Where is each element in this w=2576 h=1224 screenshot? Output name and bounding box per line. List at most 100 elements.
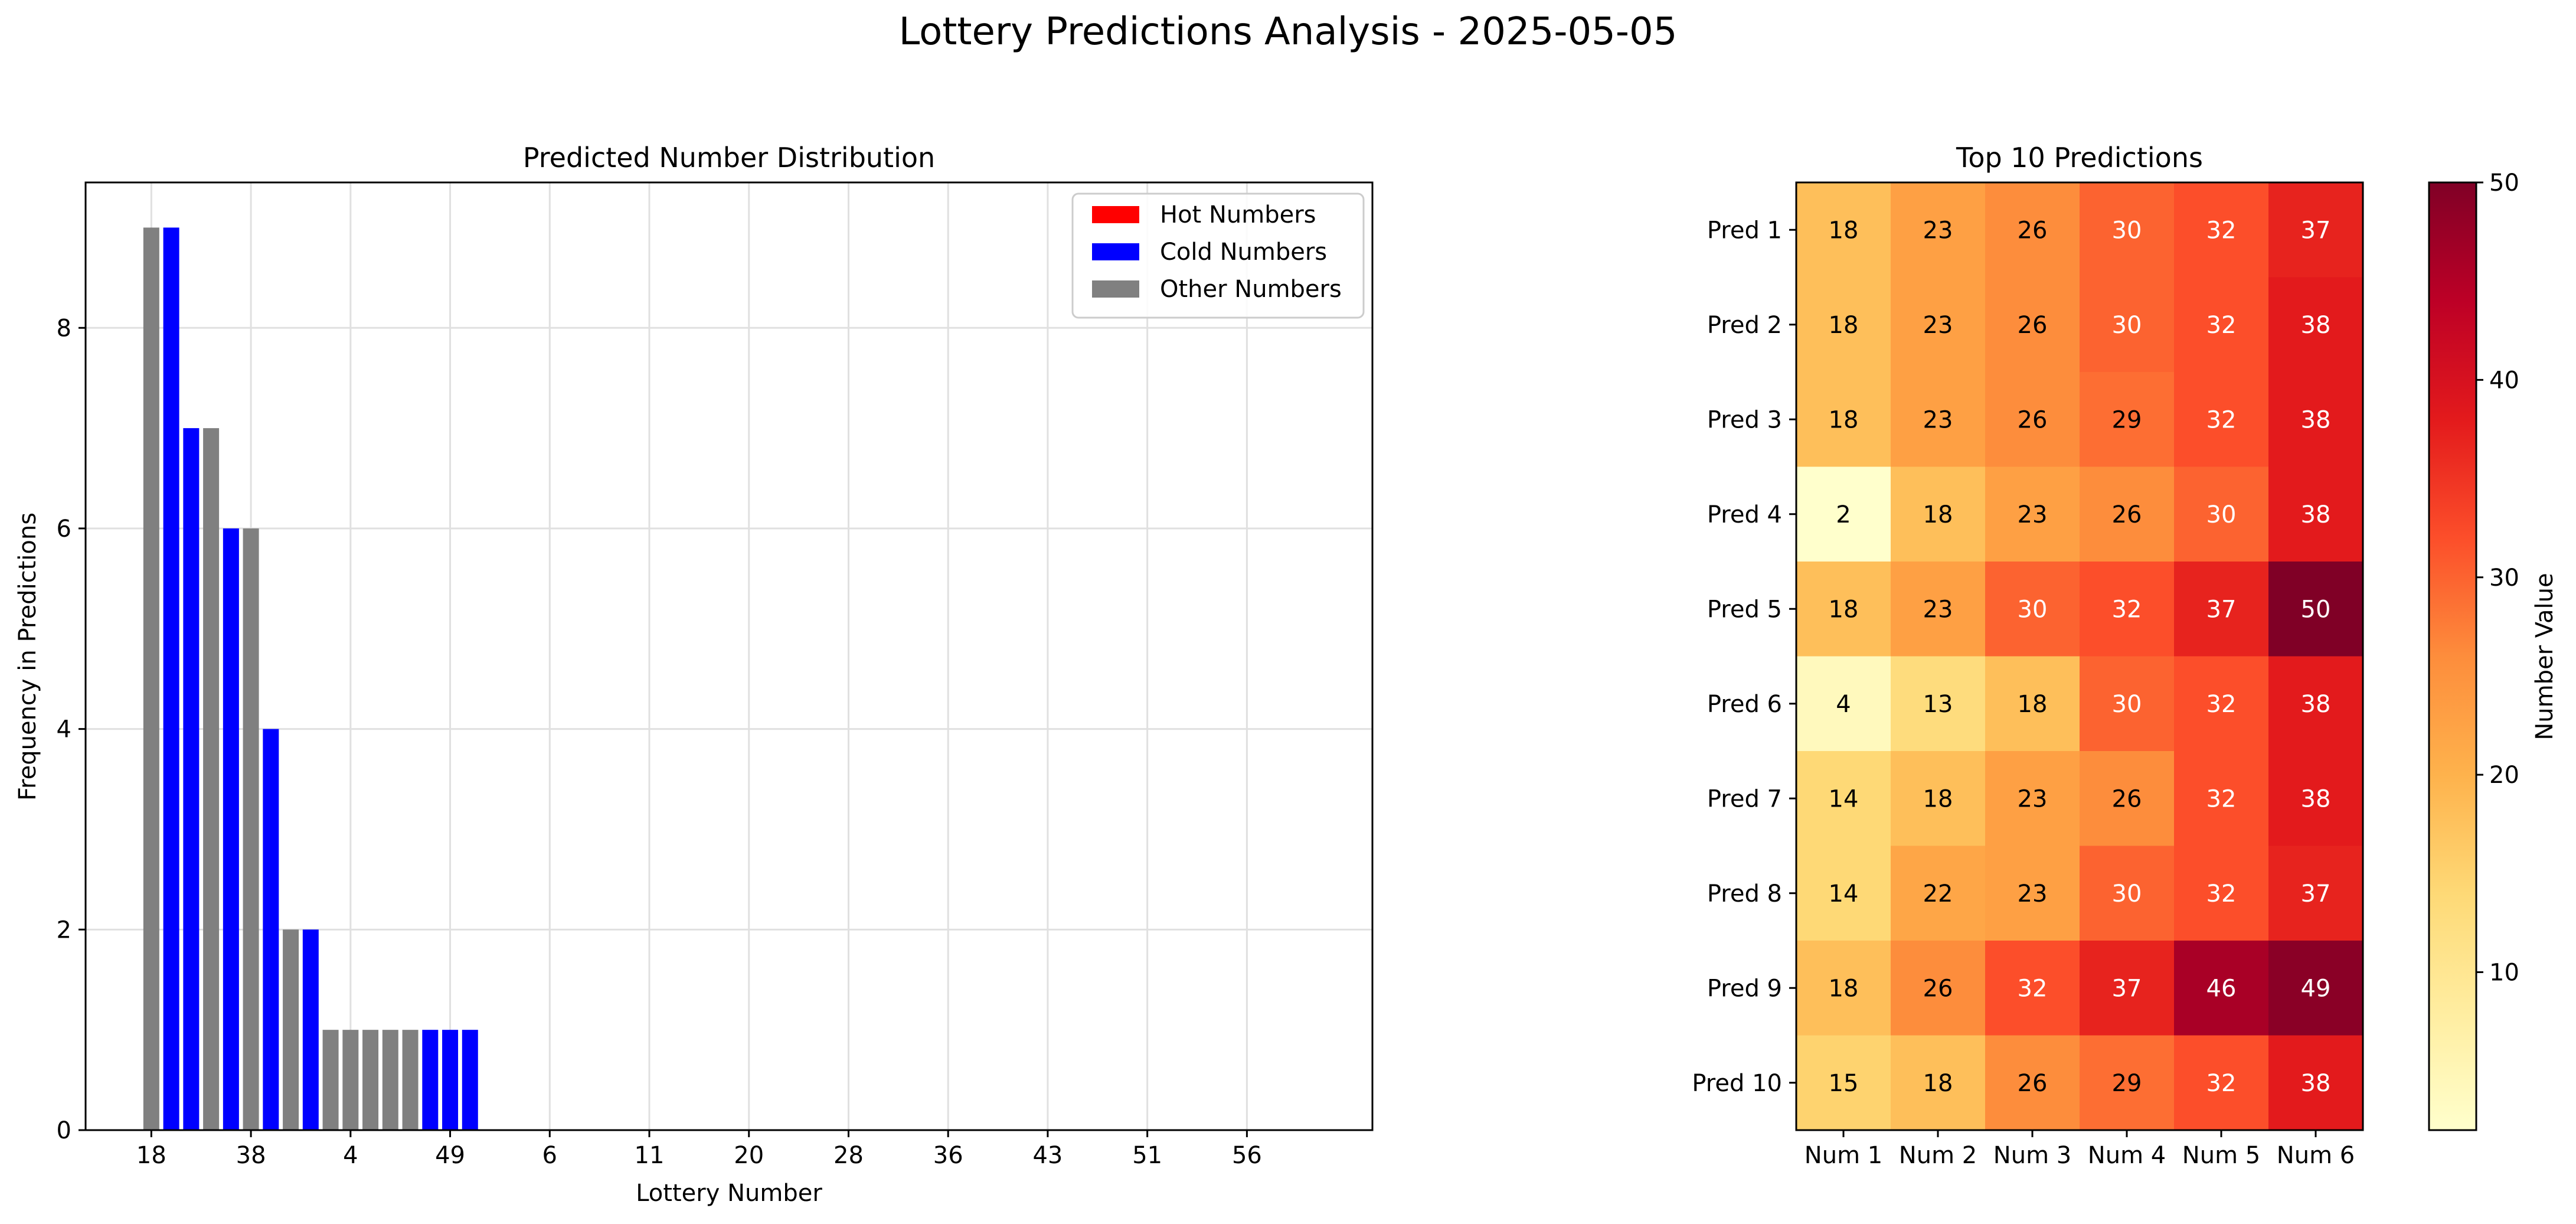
heatmap-cell-label: 26 — [2112, 501, 2142, 528]
heatmap-cell — [2080, 182, 2175, 278]
heatmap-cell — [2268, 846, 2363, 941]
x-tick-label: 43 — [1032, 1142, 1063, 1169]
heatmap-cell — [1796, 466, 1891, 562]
x-tick-label: 4 — [343, 1142, 358, 1169]
heatmap-cell-label: 32 — [2018, 975, 2048, 1002]
heatmap-cell — [1985, 656, 2080, 752]
legend-swatch-cold — [1092, 243, 1139, 260]
legend-label-other: Other Numbers — [1160, 276, 1342, 303]
heatmap-cell — [1891, 941, 1986, 1036]
heatmap-cell-label: 32 — [2206, 312, 2237, 339]
bar — [462, 1030, 478, 1130]
heatmap-cell — [1796, 562, 1891, 657]
heatmap-cell — [2268, 562, 2363, 657]
column-label: Num 1 — [1804, 1142, 1882, 1169]
colorbar — [2428, 181, 2477, 1131]
bar — [203, 428, 220, 1130]
heatmap-title: Top 10 Predictions — [1956, 142, 2203, 174]
heatmap-cell — [2174, 562, 2269, 657]
heatmap-cell-label: 26 — [2018, 406, 2048, 433]
bar-chart: Predicted Number Distribution 0 2 4 6 8 18 38… — [14, 142, 1374, 1207]
heatmap-cell-label: 30 — [2018, 596, 2048, 623]
heatmap-cell-label: 46 — [2206, 975, 2237, 1002]
x-tick-label: 20 — [734, 1142, 764, 1169]
heatmap-cell-label: 37 — [2112, 975, 2142, 1002]
heatmap-cell-label: 23 — [1923, 217, 1953, 244]
heatmap-cell — [1985, 846, 2080, 941]
heatmap-cell-label: 18 — [1829, 312, 1859, 339]
heatmap-cell — [1796, 751, 1891, 846]
heatmap-cell — [1796, 941, 1891, 1036]
heatmap-frame — [1795, 181, 2364, 1131]
bar-chart-bars — [143, 227, 478, 1130]
heatmap-cell — [1891, 372, 1986, 467]
row-label: Pred 9 — [1707, 975, 1782, 1002]
bar — [243, 528, 259, 1130]
heatmap-cell — [1985, 277, 2080, 373]
heatmap-cell — [2268, 941, 2363, 1036]
column-label: Num 5 — [2182, 1142, 2260, 1169]
heatmap-cell-label: 23 — [1923, 596, 1953, 623]
bar-chart-legend: Hot Numbers Cold Numbers Other Numbers — [1071, 192, 1365, 319]
heatmap-cell-label: 14 — [1829, 785, 1859, 812]
heatmap-cell — [1891, 751, 1986, 846]
bar-chart-x-axis: 18 38 4 49 6 11 20 28 36 43 51 56 — [136, 1130, 1262, 1169]
colorbar-tick-label: 10 — [2489, 959, 2519, 987]
legend-label-cold: Cold Numbers — [1160, 239, 1327, 266]
y-tick-label: 6 — [57, 515, 71, 543]
heatmap-cell-label: 32 — [2206, 785, 2237, 812]
x-tick-label: 28 — [833, 1142, 864, 1169]
heatmap-cell-label: 30 — [2112, 880, 2142, 908]
bar-chart-plot-frame — [84, 181, 1374, 1131]
heatmap-cell — [1985, 562, 2080, 657]
heatmap-cell-label: 23 — [1923, 312, 1953, 339]
bar — [382, 1030, 398, 1130]
heatmap-cell — [1891, 182, 1986, 278]
heatmap-cell — [2080, 466, 2175, 562]
heatmap-cell-label: 38 — [2301, 406, 2331, 433]
heatmap-cell-label: 22 — [1923, 880, 1953, 908]
heatmap-cell — [2080, 1035, 2175, 1131]
heatmap-cell — [2268, 182, 2363, 278]
bar — [302, 929, 319, 1130]
heatmap-cell-label: 26 — [2018, 217, 2048, 244]
colorbar-tick-label: 50 — [2489, 169, 2519, 197]
heatmap-cell-label: 26 — [1923, 975, 1953, 1002]
row-label: Pred 3 — [1707, 406, 1782, 433]
heatmap-cell-label: 18 — [1829, 975, 1859, 1002]
heatmap-cell — [1891, 277, 1986, 373]
row-label: Pred 1 — [1707, 217, 1782, 244]
heatmap-cell — [2268, 277, 2363, 373]
heatmap-chart: Top 10 Predictions 18 23 26 30 32 37 18 23 26 30 3… — [1692, 142, 2558, 1169]
bar — [263, 729, 279, 1130]
heatmap-cell — [1796, 846, 1891, 941]
heatmap-cell-label: 37 — [2206, 596, 2237, 623]
colorbar-label: Number Value — [2531, 573, 2558, 740]
heatmap-cell-label: 50 — [2301, 596, 2331, 623]
heatmap-cell — [2080, 846, 2175, 941]
heatmap-cell-label: 15 — [1829, 1070, 1859, 1097]
heatmap-cell — [2268, 1035, 2363, 1131]
heatmap-cell — [1985, 941, 2080, 1036]
bar — [223, 528, 239, 1130]
heatmap-cell — [2268, 656, 2363, 752]
figure-title: Lottery Predictions Analysis - 2025-05-0… — [899, 10, 1678, 54]
heatmap-cell-label: 32 — [2112, 596, 2142, 623]
row-label: Pred 10 — [1692, 1070, 1782, 1097]
column-label: Num 6 — [2277, 1142, 2355, 1169]
colorbar-tick-label: 20 — [2489, 762, 2519, 789]
row-label: Pred 2 — [1707, 312, 1782, 339]
colorbar-axis: 10 20 30 40 50 — [2476, 169, 2519, 987]
column-label: Num 4 — [2088, 1142, 2166, 1169]
heatmap-cell-label: 37 — [2301, 217, 2331, 244]
legend-item-other: Other Numbers — [1092, 276, 1342, 303]
heatmap-column-axis: Num 1 Num 2 Num 3 Num 4 Num 5 Num 6 — [1804, 1130, 2355, 1169]
heatmap-cell — [2268, 751, 2363, 846]
legend-label-hot: Hot Numbers — [1160, 201, 1316, 229]
heatmap-cell — [1891, 466, 1986, 562]
bar-chart-x-label: Lottery Number — [636, 1180, 822, 1207]
heatmap-cell — [2174, 656, 2269, 752]
colorbar-tick-label: 30 — [2489, 564, 2519, 592]
heatmap-cell-label: 18 — [1923, 501, 1953, 528]
